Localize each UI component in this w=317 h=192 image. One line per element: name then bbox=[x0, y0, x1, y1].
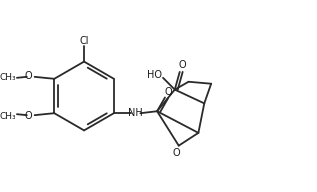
Text: HO: HO bbox=[147, 70, 162, 80]
Text: O: O bbox=[173, 147, 181, 157]
Text: O: O bbox=[25, 111, 33, 121]
Text: O: O bbox=[164, 87, 172, 97]
Text: CH₃: CH₃ bbox=[0, 73, 16, 82]
Text: Cl: Cl bbox=[79, 36, 89, 46]
Text: NH: NH bbox=[128, 108, 143, 118]
Text: O: O bbox=[179, 60, 186, 70]
Text: O: O bbox=[25, 71, 33, 81]
Text: CH₃: CH₃ bbox=[0, 112, 16, 121]
